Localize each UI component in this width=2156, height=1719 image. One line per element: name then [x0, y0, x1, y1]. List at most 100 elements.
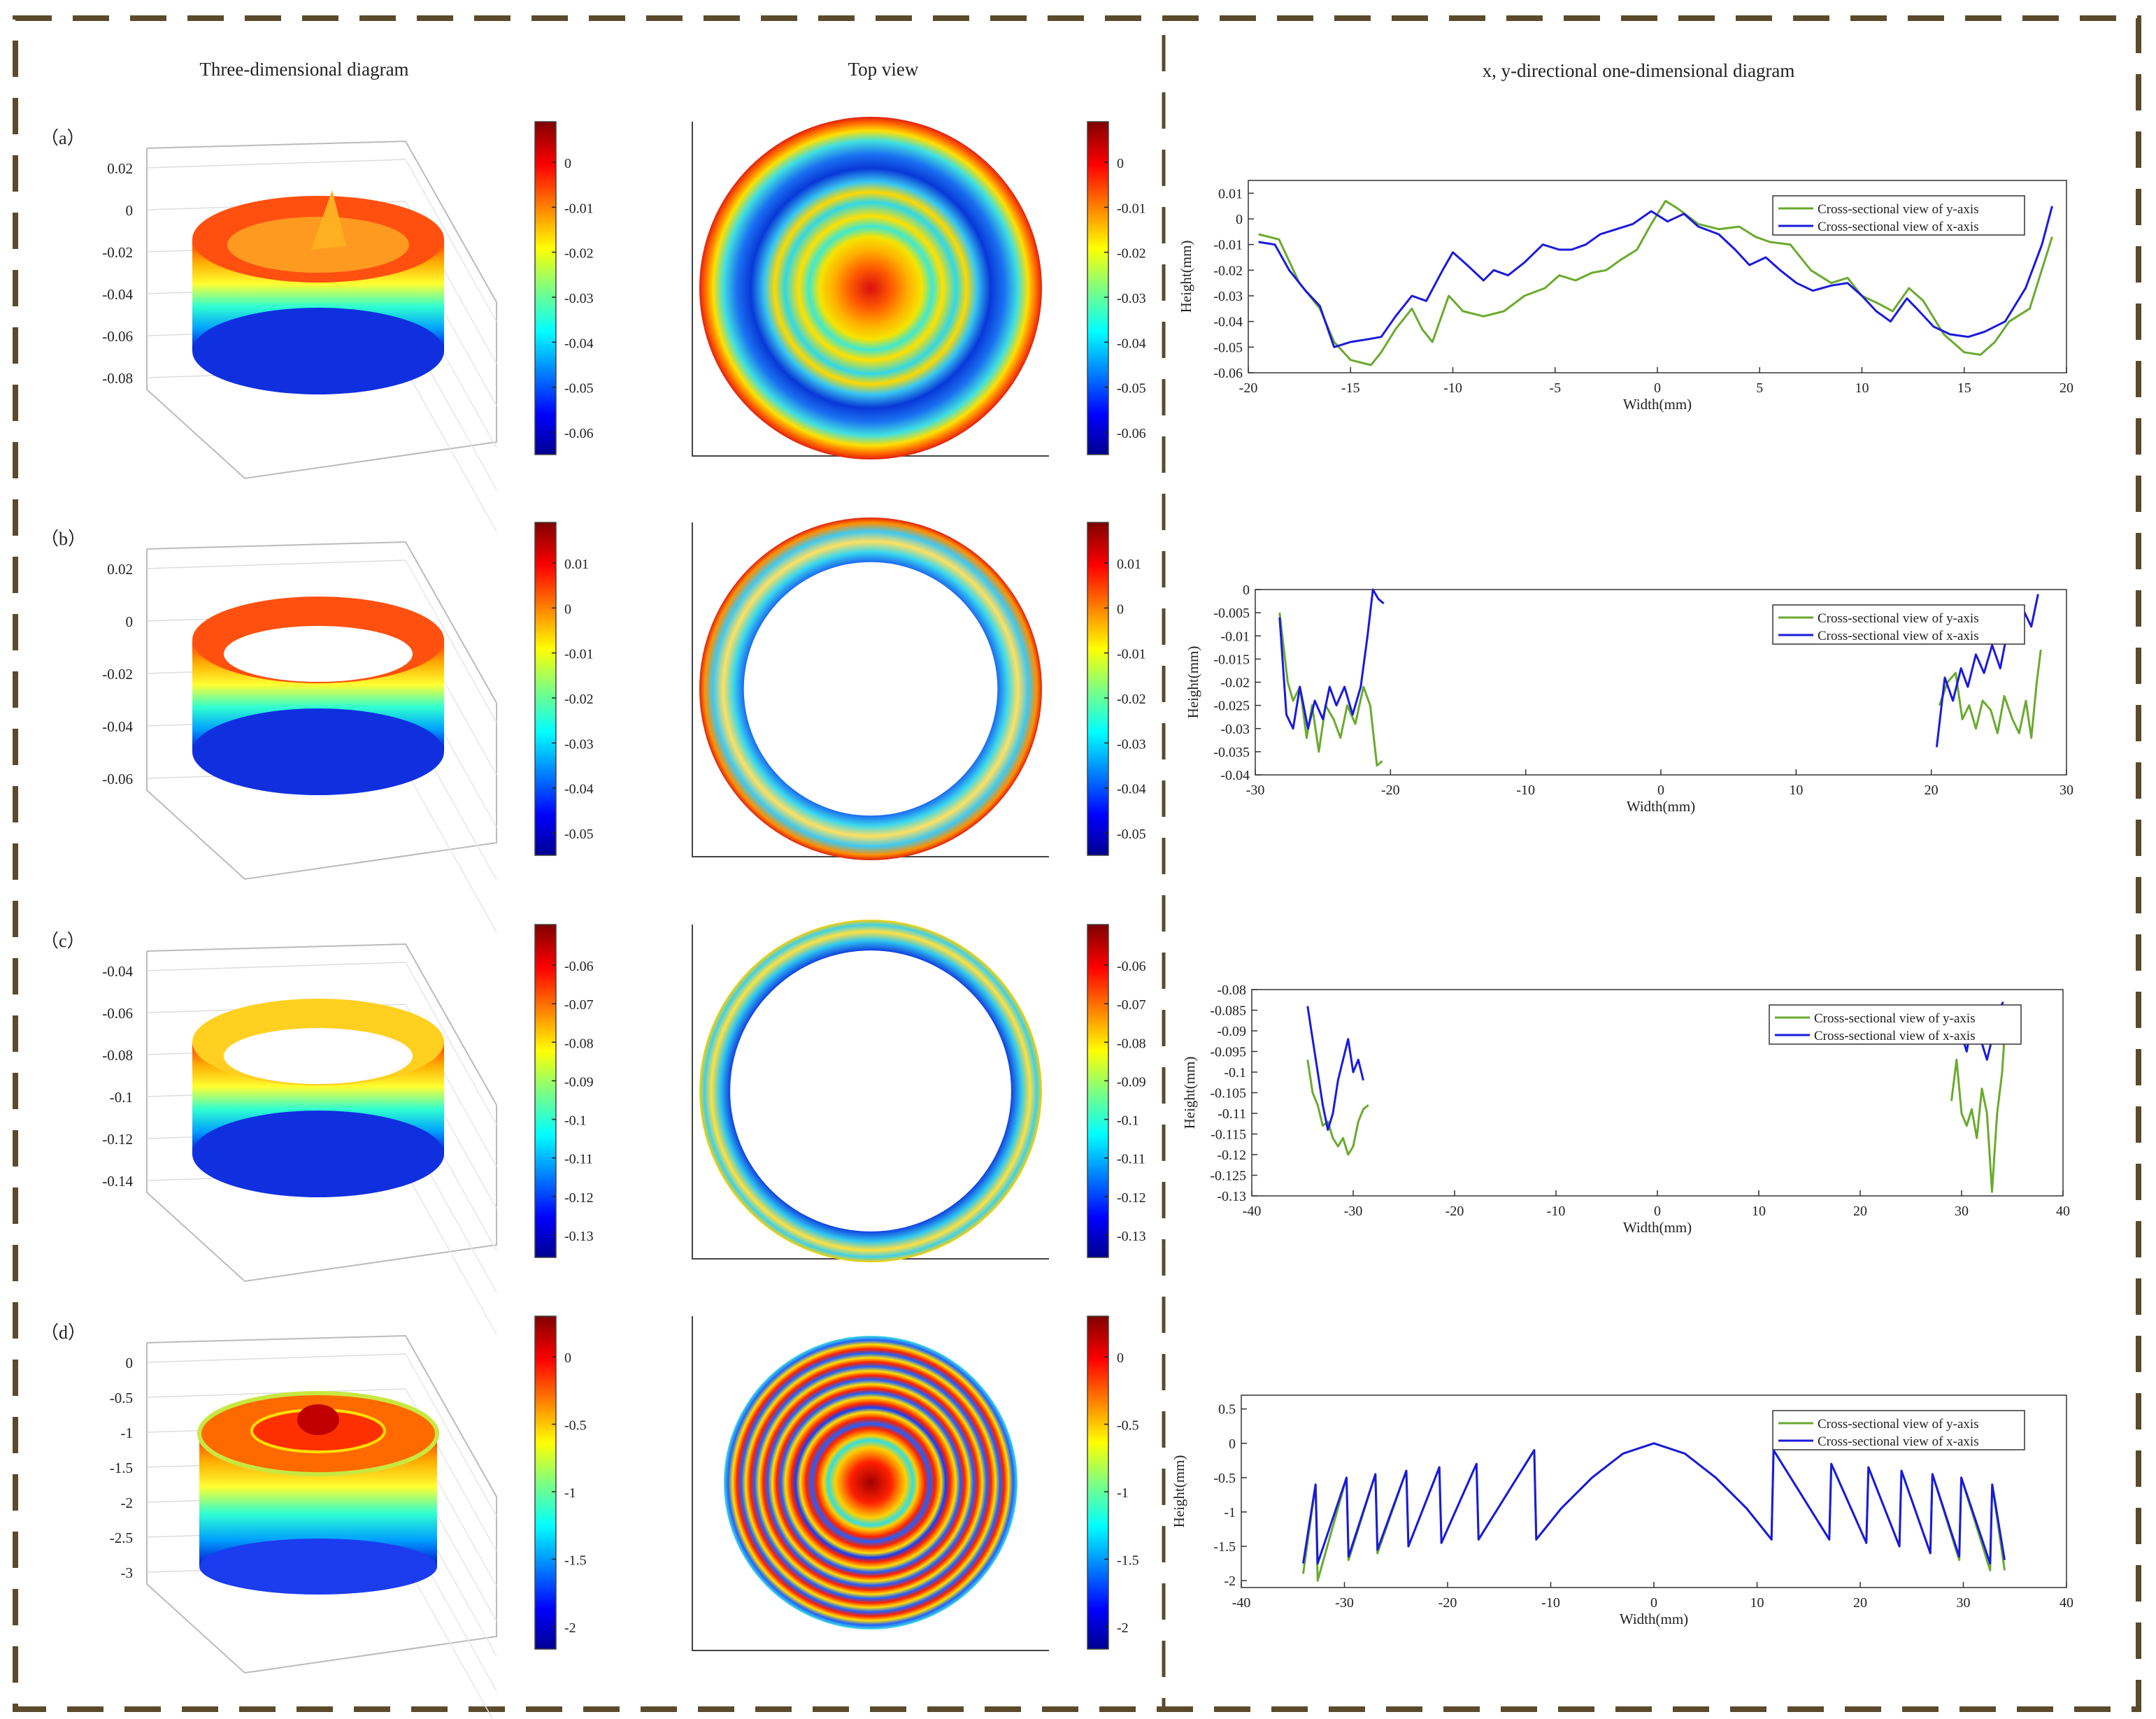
colorbar-top: 0 -0.5 -1 -1.5 -2 — [1087, 1315, 1139, 1650]
y-tick-label: -0.5 — [1213, 1471, 1236, 1486]
x-axis-label: Width(mm) — [1623, 396, 1692, 413]
colorbar-tick-label: 0 — [564, 156, 571, 171]
y-tick-label: -0.085 — [1210, 1004, 1246, 1019]
row-c: （c）-0.04-0.06-0.08-0.1-0.12-0.14-0.06-0.… — [41, 920, 1146, 1335]
colorbar-tick-label: -0.05 — [1117, 827, 1146, 842]
colorbar-tick-label: -0.07 — [1117, 997, 1146, 1013]
x-tick-label: -15 — [1341, 380, 1360, 396]
top-view-hole — [743, 562, 998, 816]
series-line-y-axis — [1258, 199, 2053, 366]
rows-layer: （a） 0.02 0 -0.02 -0.04 -0.06 -0.08 0 -0.01 -0.02 -… — [41, 117, 1146, 1719]
colorbar-tick-label: -0.1 — [1117, 1113, 1139, 1129]
surface-tick-label: -0.5 — [110, 1390, 133, 1406]
legend-label: Cross-sectional view of y-axis — [1818, 611, 1979, 626]
surface-gridline — [405, 962, 497, 1125]
colorbar-tick-label: -0.01 — [564, 647, 594, 662]
y-tick-label: -0.025 — [1213, 699, 1250, 714]
colorbar-tick-label: -1 — [1117, 1485, 1129, 1501]
x-tick-label: -20 — [1239, 380, 1258, 396]
y-tick-label: -0.08 — [1217, 983, 1246, 998]
surface-tick-label: -2.5 — [110, 1529, 133, 1546]
surface-tick-label: -0.06 — [102, 1005, 133, 1022]
y-tick-label: -0.04 — [1213, 315, 1243, 330]
series-line-x-axis — [1306, 1006, 1364, 1132]
legend-box — [1769, 1004, 2022, 1045]
colorbar-tick-label: -0.03 — [564, 291, 594, 306]
surface-tick-label: 0 — [126, 202, 134, 219]
legend-box — [1772, 195, 2025, 236]
colorbar-tick-label: -0.04 — [1117, 336, 1146, 351]
y-tick-label: -0.13 — [1217, 1189, 1246, 1204]
y-tick-label: -0.115 — [1211, 1127, 1246, 1143]
series-line-y-axis — [1278, 612, 1383, 767]
x-tick-label: -20 — [1438, 1595, 1457, 1611]
y-axis-label: Height(mm) — [1171, 1455, 1187, 1528]
x-tick-label: 30 — [2059, 783, 2073, 798]
surface-tick-label: -0.08 — [102, 370, 133, 387]
surface-gridline — [405, 159, 497, 322]
y-tick-label: -0.04 — [1220, 768, 1250, 783]
surface-gridline — [146, 559, 406, 569]
outer-frame — [13, 15, 2141, 1712]
y-tick-label: 0.01 — [1218, 186, 1243, 201]
y-tick-label: -1 — [1224, 1505, 1236, 1520]
y-tick-label: -0.11 — [1218, 1106, 1246, 1122]
surface-tick-label: 0.02 — [107, 561, 133, 578]
y-tick-label: -0.105 — [1210, 1086, 1246, 1101]
y-axis-label: Height(mm) — [1185, 646, 1201, 719]
y-tick-label: -0.12 — [1217, 1148, 1246, 1163]
x-tick-label: 20 — [1853, 1595, 1867, 1611]
surface-gridline — [146, 1388, 406, 1398]
x-tick-label: 20 — [1853, 1204, 1867, 1219]
top-view-plot — [692, 518, 1049, 860]
surface-gridline — [146, 1353, 406, 1363]
x-tick-label: 10 — [1750, 1595, 1764, 1611]
x-tick-label: 0 — [1654, 1204, 1661, 1219]
surface-gridline — [405, 369, 497, 532]
surface-tick-label: -0.1 — [110, 1089, 133, 1106]
x-tick-label: 40 — [2059, 1595, 2073, 1611]
y-tick-label: -1.5 — [1213, 1539, 1236, 1555]
surface-tick-label: -0.04 — [102, 286, 133, 303]
colorbar-tick-label: -0.02 — [564, 246, 594, 262]
top-view-map — [699, 117, 1042, 459]
colorbar-tick-label: -0.04 — [564, 782, 594, 797]
colorbar-tick-label: -0.08 — [1117, 1036, 1146, 1051]
x-tick-label: -5 — [1549, 380, 1561, 396]
surface-tick-label: -1 — [121, 1425, 134, 1441]
top-view-plot — [692, 1316, 1049, 1651]
colorbar-tick-label: -0.07 — [564, 997, 594, 1013]
line-chart-d: -40 -30 -20 -10 0 10 20 30 40 0.5 0 -0.5 -1 -1.5 -2 Wid… — [1171, 1395, 2073, 1627]
colorbar-tick-label: -0.06 — [564, 426, 594, 441]
row-label: （c） — [41, 931, 85, 951]
surface-bottom — [192, 708, 444, 795]
colorbar-top: -0.06 -0.07 -0.08 -0.09 -0.1 -0.11 -0.12 -0.13 — [1087, 924, 1146, 1258]
surface-gridline — [146, 159, 406, 169]
x-tick-label: -40 — [1232, 1595, 1251, 1611]
x-tick-label: -30 — [1344, 1204, 1363, 1219]
surface-hole — [224, 1028, 413, 1084]
y-tick-label: -0.02 — [1220, 676, 1250, 691]
colorbar-tick-label: -1.5 — [564, 1553, 587, 1569]
colorbar-tick-label: -0.06 — [1117, 426, 1146, 441]
colorbar-gradient — [1087, 121, 1109, 455]
colorbar-gradient — [534, 924, 557, 1258]
surface-gridline — [405, 1353, 497, 1517]
colorbar-3d: -0.06 -0.07 -0.08 -0.09 -0.1 -0.11 -0.12 -0.13 — [534, 924, 594, 1258]
surface-tick-label: -0.04 — [102, 718, 133, 735]
x-tick-label: 0 — [1650, 1595, 1657, 1611]
y-tick-label: -0.02 — [1213, 263, 1243, 278]
surface-tick-label: -0.08 — [102, 1047, 133, 1064]
surface-bottom — [192, 308, 444, 394]
colorbar-3d: 0 -0.5 -1 -1.5 -2 — [534, 1315, 587, 1650]
y-tick-label: -0.06 — [1213, 366, 1243, 381]
x-tick-label: 30 — [1957, 1595, 1971, 1611]
surface-gridline — [146, 962, 406, 971]
surface-tick-label: -3 — [121, 1564, 134, 1581]
colorbar-gradient — [534, 121, 557, 455]
surface-tick-label: 0 — [126, 1355, 134, 1371]
y-tick-label: -0.01 — [1213, 238, 1243, 253]
surface-tick-label: -0.12 — [102, 1131, 133, 1148]
header-1d: x, y-directional one-dimensional diagram — [1483, 60, 1795, 81]
y-tick-label: -0.095 — [1210, 1045, 1246, 1060]
